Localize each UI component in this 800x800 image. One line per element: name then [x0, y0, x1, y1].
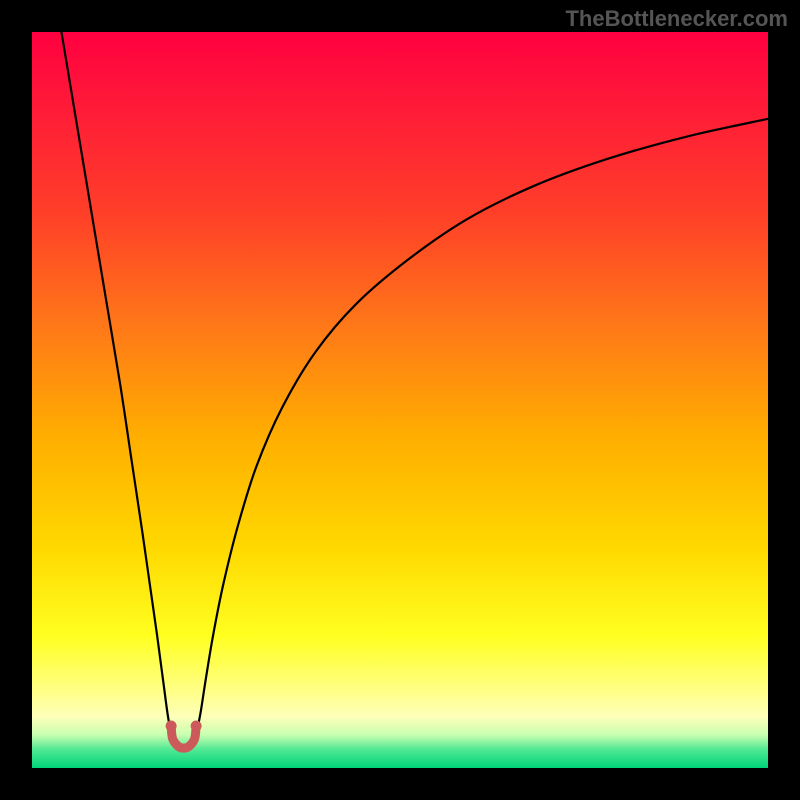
valley-marker-right-dot [191, 721, 202, 732]
valley-marker-left-dot [166, 721, 177, 732]
chart-gradient-background [32, 32, 768, 768]
watermark-text: TheBottlenecker.com [565, 6, 788, 32]
chart-stage: TheBottlenecker.com [0, 0, 800, 800]
bottleneck-chart [0, 0, 800, 800]
